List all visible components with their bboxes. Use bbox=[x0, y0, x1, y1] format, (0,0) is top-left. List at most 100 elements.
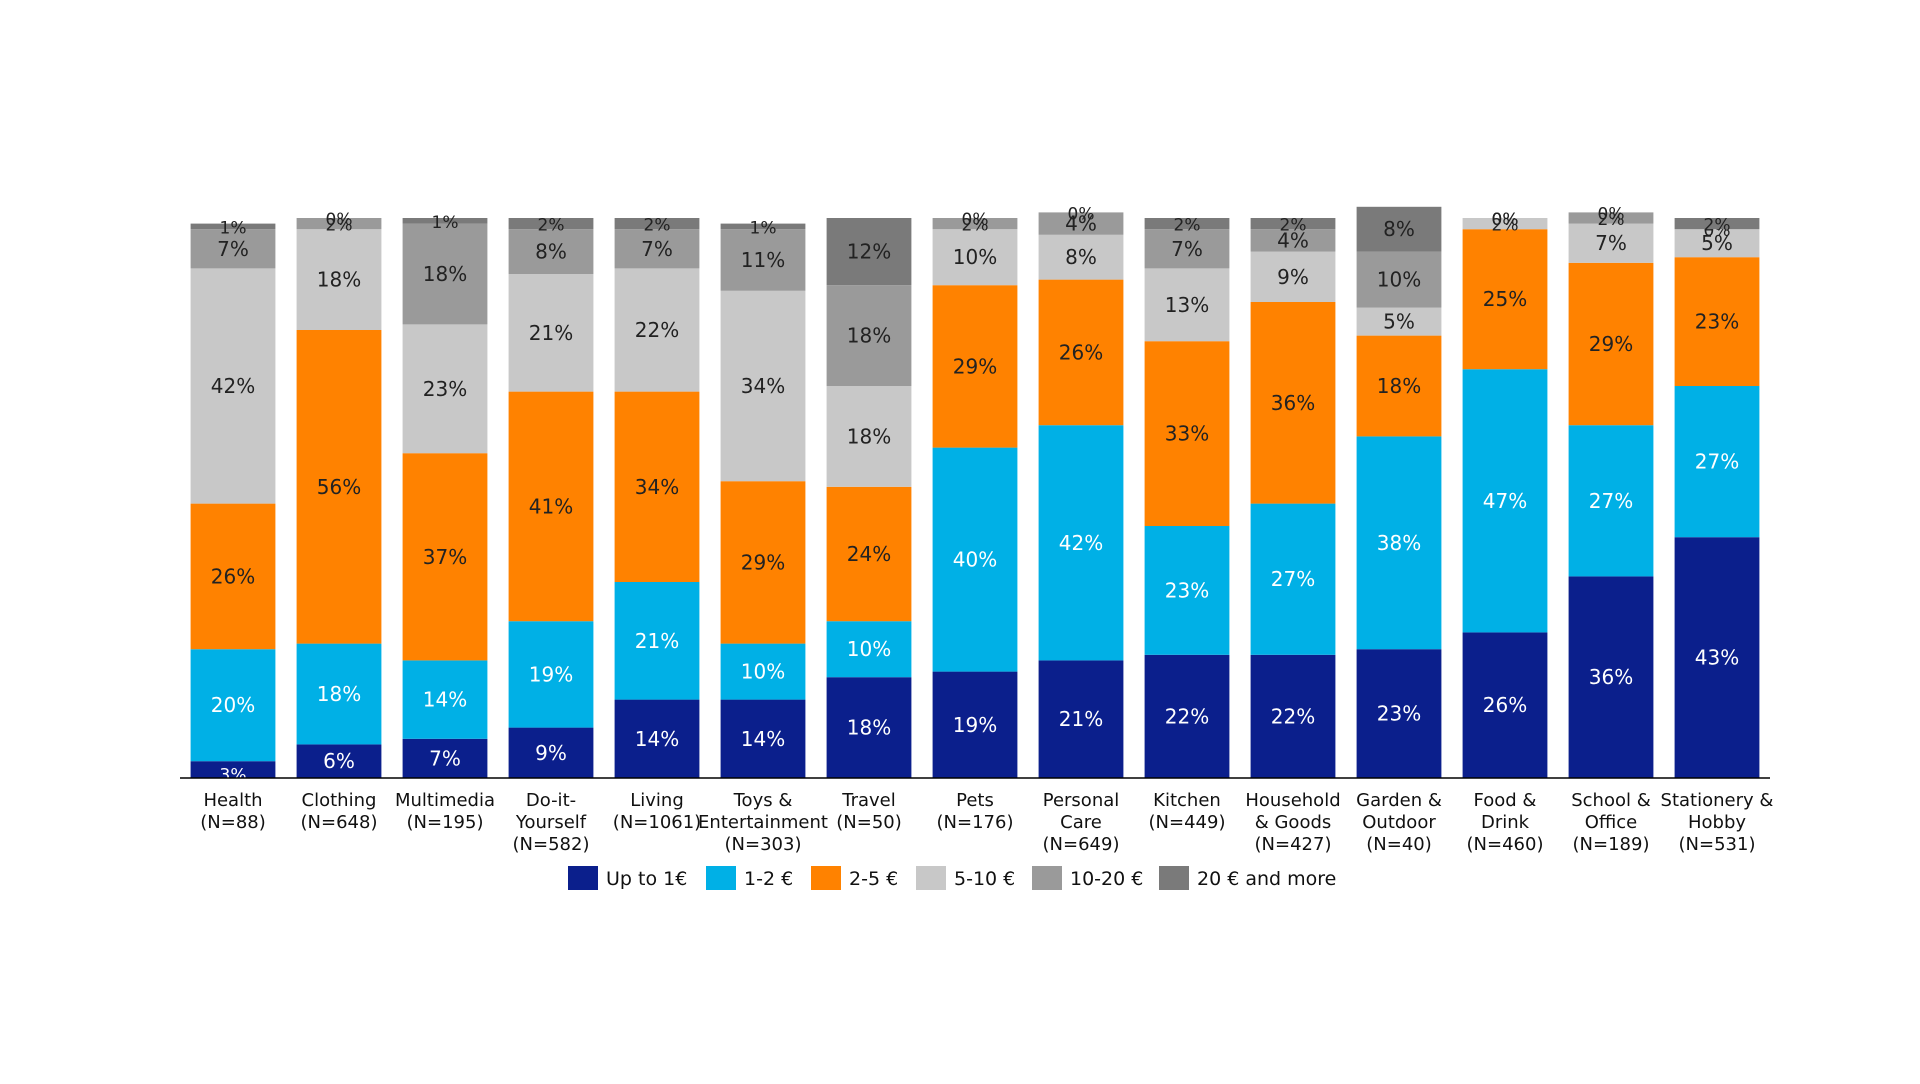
legend-label: 2-5 € bbox=[849, 868, 898, 890]
bar-segment bbox=[614, 391, 700, 582]
data-label: 13% bbox=[1165, 293, 1209, 317]
data-label: 27% bbox=[1695, 450, 1739, 474]
category-label: Personal Care (N=649) bbox=[1043, 790, 1120, 855]
data-label: 38% bbox=[1377, 531, 1421, 555]
bar-segment bbox=[1356, 206, 1442, 252]
bar-segment bbox=[1674, 218, 1760, 230]
data-label: 2% bbox=[1174, 216, 1201, 236]
data-label: 5% bbox=[1383, 310, 1415, 334]
bar-segment bbox=[1674, 386, 1760, 538]
data-label: 21% bbox=[1059, 707, 1103, 731]
category-label: Food & Drink (N=460) bbox=[1467, 790, 1544, 855]
bar-segment bbox=[1356, 335, 1442, 437]
category-label-line: (N=88) bbox=[200, 812, 266, 833]
data-label: 7% bbox=[641, 237, 673, 261]
bar-segment bbox=[1038, 234, 1124, 280]
data-label: 2% bbox=[644, 216, 671, 236]
bar-segment bbox=[296, 330, 382, 644]
bar-segment bbox=[1674, 537, 1760, 778]
category-label-line: Personal bbox=[1043, 790, 1120, 811]
data-label: 26% bbox=[211, 564, 255, 588]
category-label-line: (N=176) bbox=[937, 812, 1014, 833]
bar-segment bbox=[720, 643, 806, 700]
bar-segment bbox=[826, 218, 912, 286]
data-label: 2% bbox=[538, 216, 565, 236]
category-label-line: Food & bbox=[1474, 790, 1537, 811]
category-label-line: (N=40) bbox=[1366, 834, 1432, 855]
bar-segment bbox=[614, 229, 700, 269]
category-label: Household & Goods (N=427) bbox=[1245, 790, 1340, 855]
data-label: 2% bbox=[962, 216, 989, 236]
bar-segment bbox=[1250, 229, 1336, 252]
bar-segment bbox=[1356, 251, 1442, 308]
data-label: 26% bbox=[1483, 693, 1527, 717]
legend-swatch bbox=[811, 866, 841, 890]
legend-label: 10-20 € bbox=[1070, 868, 1143, 890]
data-label: 1% bbox=[432, 213, 459, 233]
legend-label: 1-2 € bbox=[744, 868, 793, 890]
data-label: 19% bbox=[529, 662, 573, 686]
data-label: 43% bbox=[1695, 646, 1739, 670]
bar-segment bbox=[1038, 212, 1124, 235]
data-label: 27% bbox=[1589, 489, 1633, 513]
legend-swatch bbox=[1159, 866, 1189, 890]
category-label-line: Outdoor bbox=[1362, 812, 1436, 833]
category-label: Toys & Entertainment (N=303) bbox=[698, 790, 828, 855]
data-label: 10% bbox=[1377, 268, 1421, 292]
bar-segment bbox=[508, 621, 594, 728]
bar-segment bbox=[720, 223, 806, 230]
data-label: 19% bbox=[953, 713, 997, 737]
category-label: School & Office (N=189) bbox=[1571, 790, 1651, 855]
data-label: 26% bbox=[1059, 340, 1103, 364]
data-label: 0% bbox=[326, 210, 353, 230]
category-label-line: Drink bbox=[1481, 812, 1530, 833]
data-label: 23% bbox=[1377, 702, 1421, 726]
data-label: 0% bbox=[1068, 204, 1095, 224]
data-label: 2% bbox=[1704, 216, 1731, 236]
data-label: 7% bbox=[429, 746, 461, 770]
bar-segment bbox=[1356, 649, 1442, 778]
data-label: 0% bbox=[1492, 210, 1519, 230]
bar-segment bbox=[296, 643, 382, 745]
data-label: 42% bbox=[211, 374, 255, 398]
data-label: 14% bbox=[423, 688, 467, 712]
bar-segment bbox=[1674, 229, 1760, 258]
bar-segment bbox=[614, 268, 700, 392]
data-label: 8% bbox=[1065, 245, 1097, 269]
data-label: 25% bbox=[1483, 287, 1527, 311]
data-label: 56% bbox=[317, 475, 361, 499]
legend-label: Up to 1€ bbox=[606, 868, 687, 890]
category-label: Do-it-Yourself (N=582) bbox=[513, 790, 590, 855]
data-label: 11% bbox=[741, 248, 785, 272]
data-label: 10% bbox=[741, 660, 785, 684]
category-label: Garden & Outdoor (N=40) bbox=[1356, 790, 1442, 855]
data-label: 9% bbox=[1277, 265, 1309, 289]
category-label-line: Household bbox=[1245, 790, 1340, 811]
category-label-line: Care bbox=[1060, 812, 1102, 833]
data-label: 7% bbox=[1171, 237, 1203, 261]
data-label: 7% bbox=[1595, 231, 1627, 255]
category-label-line: (N=460) bbox=[1467, 834, 1544, 855]
bar-segment bbox=[1462, 229, 1548, 370]
bar-segment bbox=[1250, 654, 1336, 778]
bar-segment bbox=[402, 453, 488, 661]
bar-segment bbox=[1250, 218, 1336, 230]
data-label: 23% bbox=[423, 377, 467, 401]
data-label: 41% bbox=[529, 494, 573, 518]
data-label: 22% bbox=[635, 318, 679, 342]
data-label: 34% bbox=[635, 475, 679, 499]
bar-segment bbox=[1568, 212, 1654, 224]
bar-segment bbox=[190, 649, 276, 762]
data-label: 21% bbox=[529, 321, 573, 345]
bar-segment bbox=[1144, 526, 1230, 655]
category-label: Pets (N=176) bbox=[937, 790, 1014, 833]
bar-segment bbox=[402, 324, 488, 454]
category-label-line: Entertainment bbox=[698, 812, 828, 833]
data-label: 4% bbox=[1277, 228, 1309, 252]
legend-swatch bbox=[706, 866, 736, 890]
data-label: 20% bbox=[211, 693, 255, 717]
bar-segment bbox=[932, 285, 1018, 448]
data-label: 21% bbox=[635, 629, 679, 653]
